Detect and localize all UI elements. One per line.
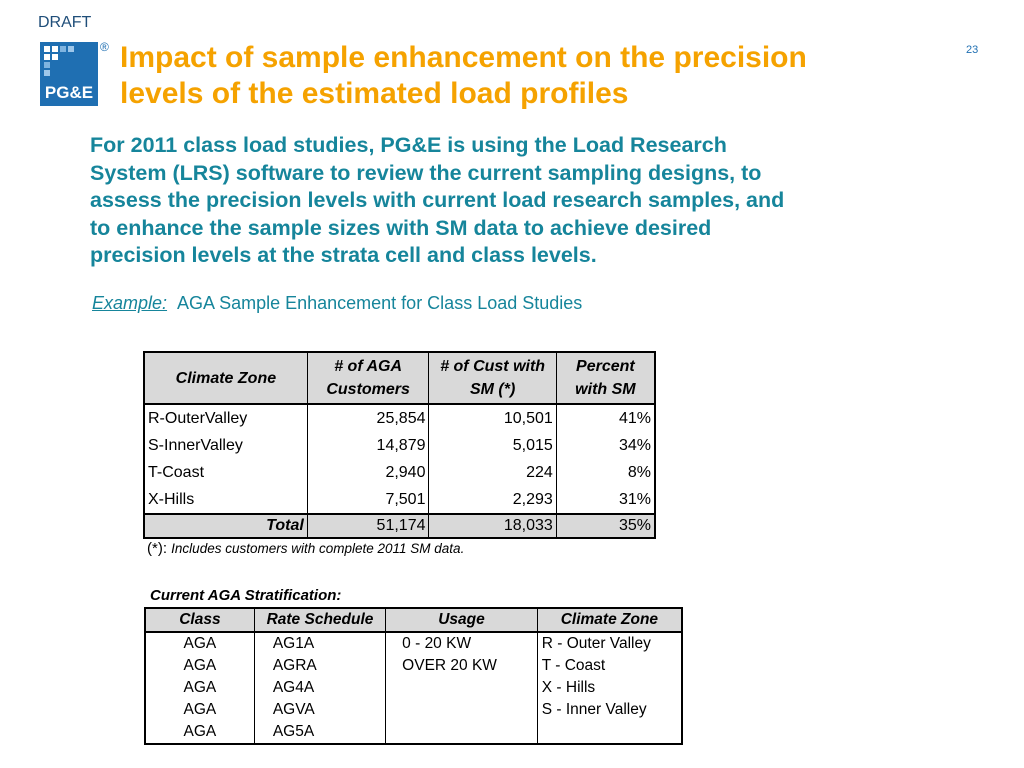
table-row: AGA AG4A X - Hills — [144, 677, 683, 699]
cell-climate-zone — [536, 721, 683, 744]
cell-class: AGA — [144, 699, 255, 721]
cell-climate-zone: T - Coast — [536, 655, 683, 677]
footnote-marker: (*): — [147, 540, 167, 557]
cell-cust-with-sm: 5,015 — [428, 432, 557, 459]
intro-line: For 2011 class load studies, PG&E is usi… — [90, 133, 727, 157]
header-class: Class — [144, 607, 255, 633]
total-percent: 35% — [555, 513, 656, 538]
cell-climate-zone: S-InnerValley — [143, 432, 308, 459]
table-row: X-Hills 7,501 2,293 31% — [143, 486, 656, 514]
cell-class: AGA — [144, 677, 255, 699]
cell-rate-schedule: AG1A — [253, 632, 387, 655]
cell-class: AGA — [144, 632, 255, 655]
cell-usage — [385, 721, 538, 744]
header-percent-with-sm: Percent with SM — [555, 351, 656, 405]
pge-logo: PG&E — [40, 42, 98, 106]
intro-line: to enhance the sample sizes with SM data… — [90, 215, 712, 240]
cell-rate-schedule: AG4A — [253, 677, 387, 699]
table-row: R-OuterValley 25,854 10,501 41% — [143, 404, 656, 432]
table-total-row: Total 51,174 18,033 35% — [143, 513, 656, 538]
table-header-row: Class Rate Schedule Usage Climate Zone — [144, 607, 683, 633]
cell-usage — [385, 677, 538, 699]
stratification-table: Class Rate Schedule Usage Climate Zone A… — [144, 607, 683, 745]
cell-rate-schedule: AGVA — [253, 699, 387, 721]
cell-percent: 8% — [555, 459, 656, 486]
intro-line: assess the precision levels with current… — [90, 188, 785, 212]
sample-enhancement-table: Climate Zone # of AGA Customers # of Cus… — [143, 351, 656, 539]
registered-mark: ® — [100, 40, 109, 54]
cell-aga-customers: 7,501 — [306, 486, 430, 514]
table-header-row: Climate Zone # of AGA Customers # of Cus… — [143, 351, 656, 405]
cell-climate-zone: R - Outer Valley — [536, 632, 683, 655]
header-climate-zone: Climate Zone — [143, 351, 308, 405]
table-row: AGA AGVA S - Inner Valley — [144, 699, 683, 721]
table-row: AGA AGRA OVER 20 KW T - Coast — [144, 655, 683, 677]
cell-cust-with-sm: 2,293 — [428, 486, 557, 514]
cell-climate-zone: S - Inner Valley — [536, 699, 683, 721]
intro-line: System (LRS) software to review the curr… — [90, 160, 762, 185]
cell-rate-schedule: AG5A — [253, 721, 387, 744]
example-caption: Example: AGA Sample Enhancement for Class… — [92, 293, 582, 314]
cell-percent: 41% — [555, 404, 656, 432]
cell-rate-schedule: AGRA — [253, 655, 387, 677]
cell-usage: OVER 20 KW — [385, 655, 538, 677]
cell-aga-customers: 2,940 — [306, 459, 430, 486]
footnote-text: Includes customers with complete 2011 SM… — [171, 541, 465, 556]
cell-class: AGA — [144, 655, 255, 677]
total-cust-with-sm: 18,033 — [428, 513, 557, 538]
cell-climate-zone: X-Hills — [143, 486, 308, 514]
cell-aga-customers: 14,879 — [306, 432, 430, 459]
cell-climate-zone: T-Coast — [143, 459, 308, 486]
cell-usage — [385, 699, 538, 721]
intro-paragraph: For 2011 class load studies, PG&E is usi… — [90, 132, 940, 270]
intro-line: precision levels at the strata cell and … — [90, 243, 597, 267]
cell-climate-zone: X - Hills — [536, 677, 683, 699]
page-title: Impact of sample enhancement on the prec… — [120, 40, 940, 112]
stratification-title: Current AGA Stratification: — [150, 587, 342, 604]
cell-percent: 34% — [555, 432, 656, 459]
cell-percent: 31% — [555, 486, 656, 514]
table-row: T-Coast 2,940 224 8% — [143, 459, 656, 486]
logo-text: PG&E — [45, 83, 93, 102]
total-aga-customers: 51,174 — [306, 513, 430, 538]
cell-usage: 0 - 20 KW — [385, 632, 538, 655]
cell-class: AGA — [144, 721, 255, 744]
header-aga-customers: # of AGA Customers — [306, 351, 430, 405]
cell-aga-customers: 25,854 — [306, 404, 430, 432]
draft-label: DRAFT — [38, 14, 92, 31]
example-text: AGA Sample Enhancement for Class Load St… — [177, 293, 583, 313]
table-row: S-InnerValley 14,879 5,015 34% — [143, 432, 656, 459]
header-usage: Usage — [385, 607, 538, 633]
header-climate-zone: Climate Zone — [536, 607, 683, 633]
title-line: Impact of sample enhancement on the prec… — [120, 41, 807, 74]
cell-cust-with-sm: 224 — [428, 459, 557, 486]
table-row: AGA AG5A — [144, 721, 683, 744]
table-footnote: (*): Includes customers with complete 20… — [147, 540, 464, 557]
cell-cust-with-sm: 10,501 — [428, 404, 557, 432]
cell-climate-zone: R-OuterValley — [143, 404, 308, 432]
total-label: Total — [143, 513, 308, 538]
example-label: Example: — [92, 293, 168, 313]
header-rate-schedule: Rate Schedule — [253, 607, 387, 633]
page-number: 23 — [966, 44, 979, 56]
title-line: levels of the estimated load profiles — [120, 77, 629, 110]
table-row: AGA AG1A 0 - 20 KW R - Outer Valley — [144, 632, 683, 655]
header-cust-with-sm: # of Cust with SM (*) — [428, 351, 557, 405]
